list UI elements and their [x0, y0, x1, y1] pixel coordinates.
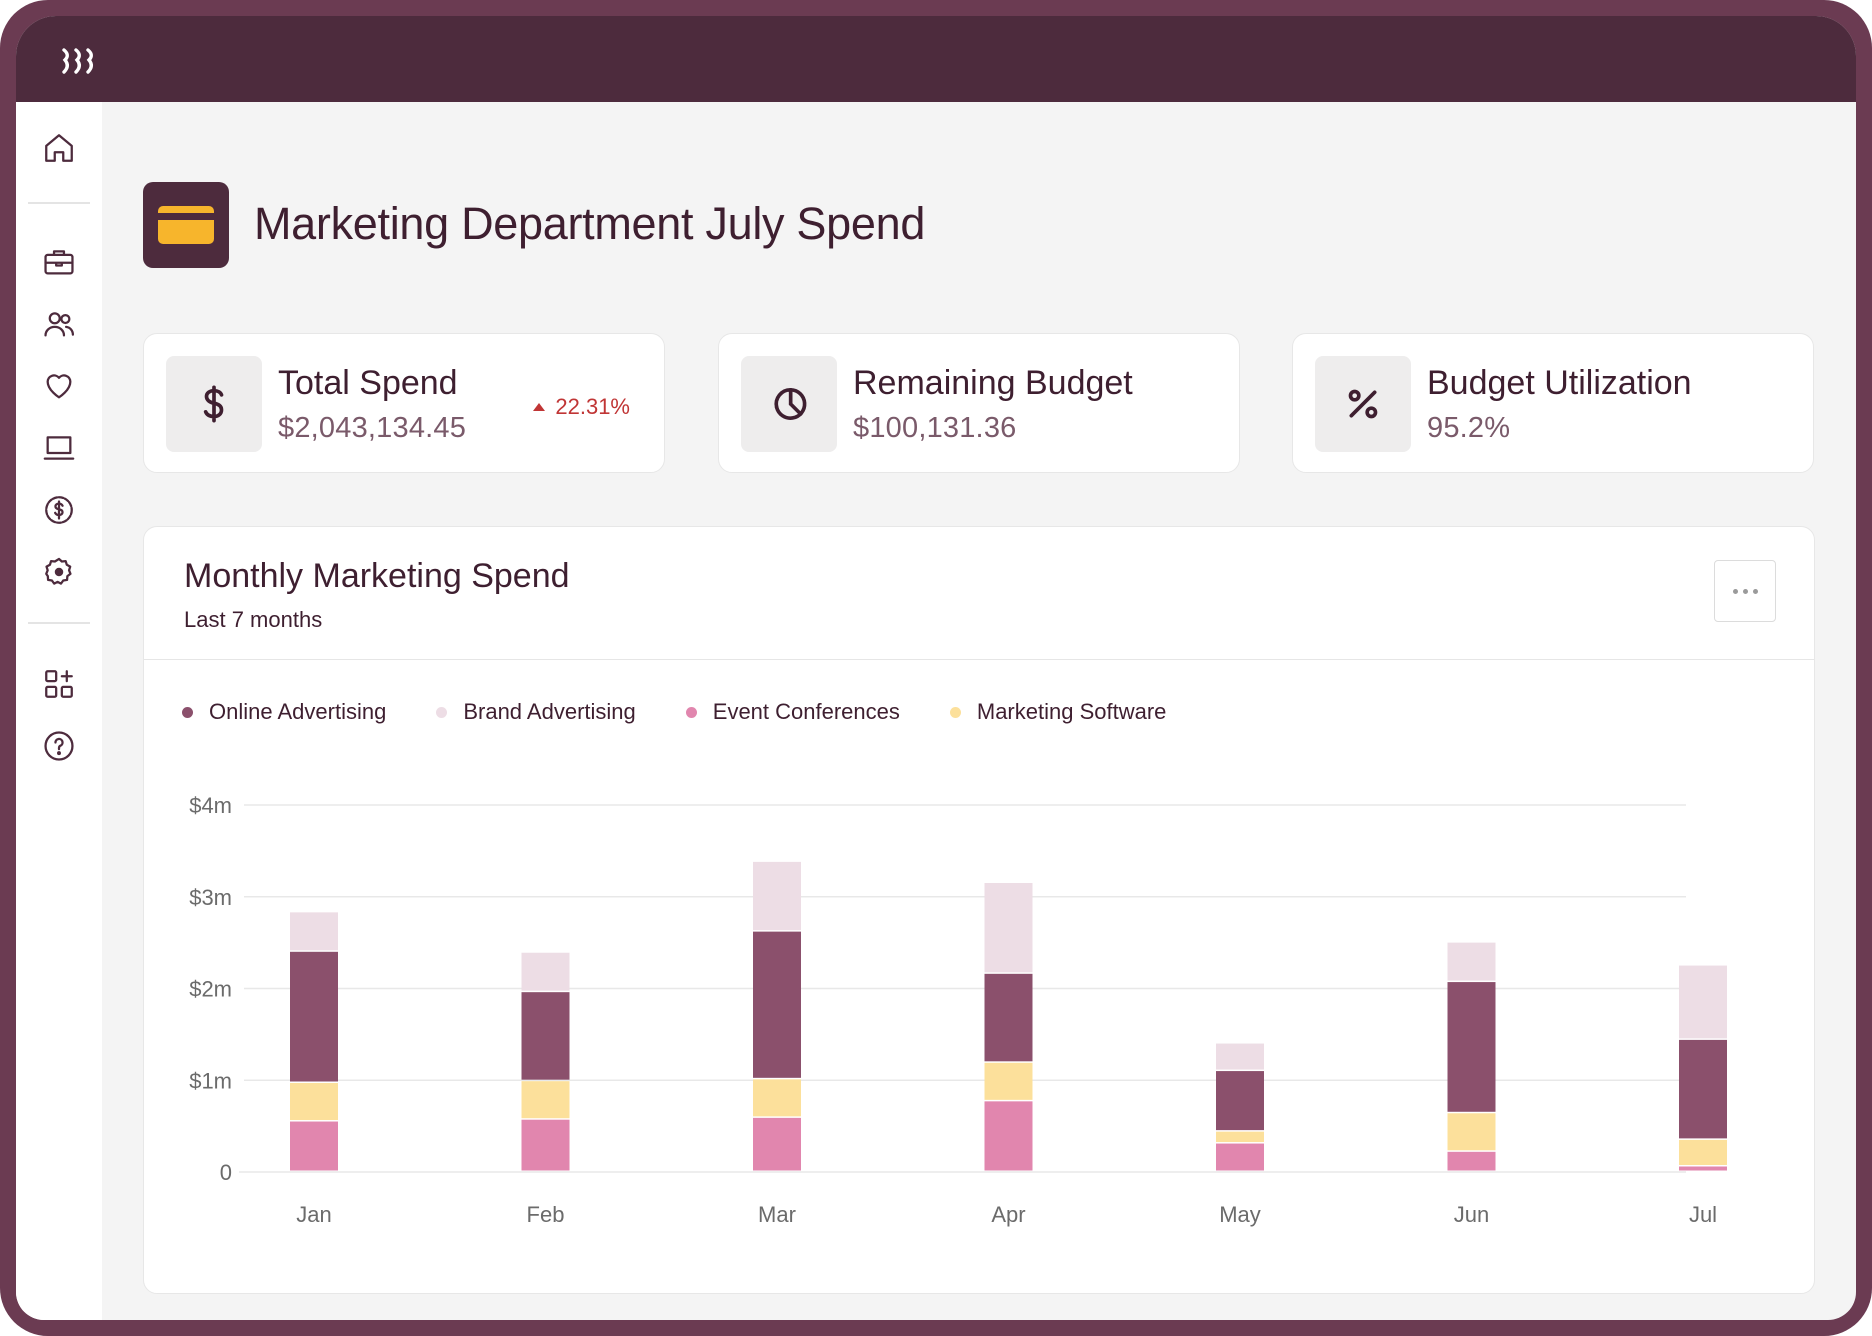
sidebar — [16, 102, 102, 1320]
chart-subtitle: Last 7 months — [184, 607, 323, 632]
x-tick-label: Jan — [296, 1202, 331, 1227]
bar-segment — [1447, 942, 1496, 981]
heart-icon[interactable] — [39, 366, 79, 406]
y-tick-label: $2m — [189, 977, 232, 1002]
legend-label: Online Advertising — [209, 699, 387, 724]
more-horizontal-icon[interactable] — [1714, 560, 1776, 622]
percent-icon — [1315, 356, 1411, 452]
legend-item-brand-advertising[interactable]: Brand Advertising — [436, 699, 636, 725]
bar-segment — [1216, 1131, 1264, 1143]
bar-segment — [1447, 982, 1496, 1112]
stat-change-up: 22.31% — [533, 394, 630, 420]
chart-divider — [144, 659, 1814, 660]
x-tick-label: Jul — [1689, 1202, 1717, 1227]
bar-segment — [290, 951, 338, 1082]
x-tick-label: Feb — [527, 1202, 565, 1227]
legend-dot — [685, 706, 697, 718]
bar-segment — [1447, 1151, 1496, 1171]
chart-card: Monthly Marketing Spend Last 7 months On… — [143, 526, 1815, 1294]
bar-segment — [290, 1083, 338, 1121]
bar-segment — [1679, 1139, 1727, 1165]
credit-card-icon — [143, 182, 229, 268]
laptop-icon[interactable] — [39, 428, 79, 468]
top-bar — [16, 16, 1856, 102]
legend-dot — [949, 706, 961, 718]
bar-segment — [521, 1119, 570, 1171]
bar-segment — [290, 912, 338, 951]
sidebar-divider — [28, 202, 90, 204]
y-tick-label: $4m — [189, 793, 232, 818]
stat-label: Budget Utilization — [1427, 364, 1692, 402]
app-window: Marketing Department July Spend Total Sp… — [16, 16, 1856, 1320]
bar-segment — [1216, 1071, 1264, 1131]
bar-segment — [521, 992, 570, 1080]
legend-label: Brand Advertising — [463, 699, 636, 724]
briefcase-icon[interactable] — [39, 242, 79, 282]
y-tick-label: 0 — [220, 1160, 232, 1185]
y-tick-label: $1m — [189, 1068, 232, 1093]
stacked-bar-chart: 0 $1m $2m $3m $4m Jan Feb Mar Apr May Jun Jul — [189, 793, 1727, 1227]
sidebar-divider — [28, 622, 90, 624]
bar-segment — [521, 952, 570, 991]
bar-segment — [1216, 1143, 1264, 1171]
legend-dot — [436, 706, 448, 718]
legend-label: Event Conferences — [712, 699, 900, 724]
bar-segment — [1447, 1113, 1496, 1151]
dollar-icon — [166, 356, 262, 452]
x-tick-label: May — [1219, 1202, 1261, 1227]
bar-segment — [1679, 965, 1727, 1039]
bar-segment — [1679, 1039, 1727, 1139]
bar-segment — [984, 882, 1033, 973]
y-tick-label: $3m — [189, 885, 232, 910]
bar-segment — [984, 1101, 1033, 1171]
x-tick-label: Apr — [991, 1202, 1025, 1227]
stat-card-remaining-budget[interactable]: Remaining Budget $100,131.36 — [718, 333, 1240, 473]
bar-segment — [753, 861, 801, 931]
page-title: Marketing Department July Spend — [254, 198, 926, 249]
add-widget-icon[interactable] — [39, 664, 79, 704]
main-content: Marketing Department July Spend Total Sp… — [102, 102, 1856, 1320]
chart-legend: Online Advertising Brand Advertising Eve… — [182, 699, 1216, 725]
bar-segment — [984, 1062, 1033, 1100]
legend-label: Marketing Software — [976, 699, 1167, 724]
legend-item-event-conferences[interactable]: Event Conferences — [685, 699, 900, 725]
x-tick-label: Jun — [1454, 1202, 1489, 1227]
app-logo-icon[interactable] — [60, 46, 100, 76]
bar-segment — [1679, 1166, 1727, 1171]
bar-segment — [753, 1117, 801, 1171]
legend-item-marketing-software[interactable]: Marketing Software — [949, 699, 1167, 725]
home-icon[interactable] — [39, 128, 79, 168]
legend-dot — [182, 706, 193, 718]
stat-value: 95.2% — [1427, 412, 1511, 444]
pie-chart-icon — [741, 356, 837, 452]
bar-segment — [753, 931, 801, 1078]
bar-segment — [290, 1121, 338, 1171]
bar-segment — [1216, 1043, 1264, 1070]
stat-label: Remaining Budget — [853, 364, 1133, 402]
stat-card-budget-utilization[interactable]: Budget Utilization 95.2% — [1292, 333, 1814, 473]
users-icon[interactable] — [39, 304, 79, 344]
dollar-circle-icon[interactable] — [39, 490, 79, 530]
help-icon[interactable] — [39, 726, 79, 766]
bar-segment — [984, 973, 1033, 1062]
bar-segment — [521, 1081, 570, 1119]
stat-card-total-spend[interactable]: Total Spend $2,043,134.45 22.31% — [143, 333, 665, 473]
x-tick-label: Mar — [758, 1202, 796, 1227]
chart-title: Monthly Marketing Spend — [184, 557, 570, 595]
stat-value: $2,043,134.45 — [278, 412, 467, 444]
settings-icon[interactable] — [39, 552, 79, 592]
bar-segment — [753, 1079, 801, 1117]
legend-item-online-advertising[interactable]: Online Advertising — [182, 699, 386, 725]
stat-value: $100,131.36 — [853, 412, 1017, 444]
stat-label: Total Spend — [278, 364, 458, 402]
